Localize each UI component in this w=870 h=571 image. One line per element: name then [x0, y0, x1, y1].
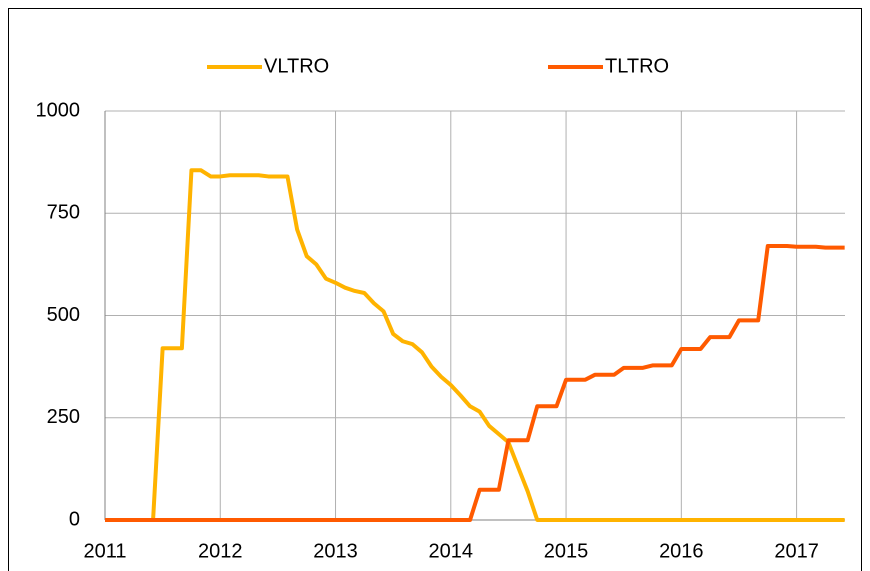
x-tick-label: 2013 — [313, 540, 358, 562]
x-tick-label: 2011 — [83, 540, 126, 562]
y-tick-label: 500 — [47, 304, 80, 326]
y-tick-label: 0 — [69, 508, 80, 530]
data-line — [105, 168, 845, 522]
x-tick-label: 2012 — [198, 540, 243, 562]
chart-frame — [8, 8, 862, 571]
x-tick-label: 2014 — [429, 540, 474, 562]
y-tick-label: 250 — [47, 406, 80, 428]
y-tick-label: 1000 — [36, 99, 81, 121]
x-tick-label: 2016 — [659, 540, 704, 562]
x-tick-label: 2015 — [544, 540, 589, 562]
legend-label: TLTRO — [605, 55, 669, 77]
data-line — [105, 243, 845, 522]
legend-label: VLTRO — [264, 55, 329, 77]
x-tick-label: 2017 — [774, 540, 819, 562]
y-tick-label: 750 — [47, 202, 80, 224]
